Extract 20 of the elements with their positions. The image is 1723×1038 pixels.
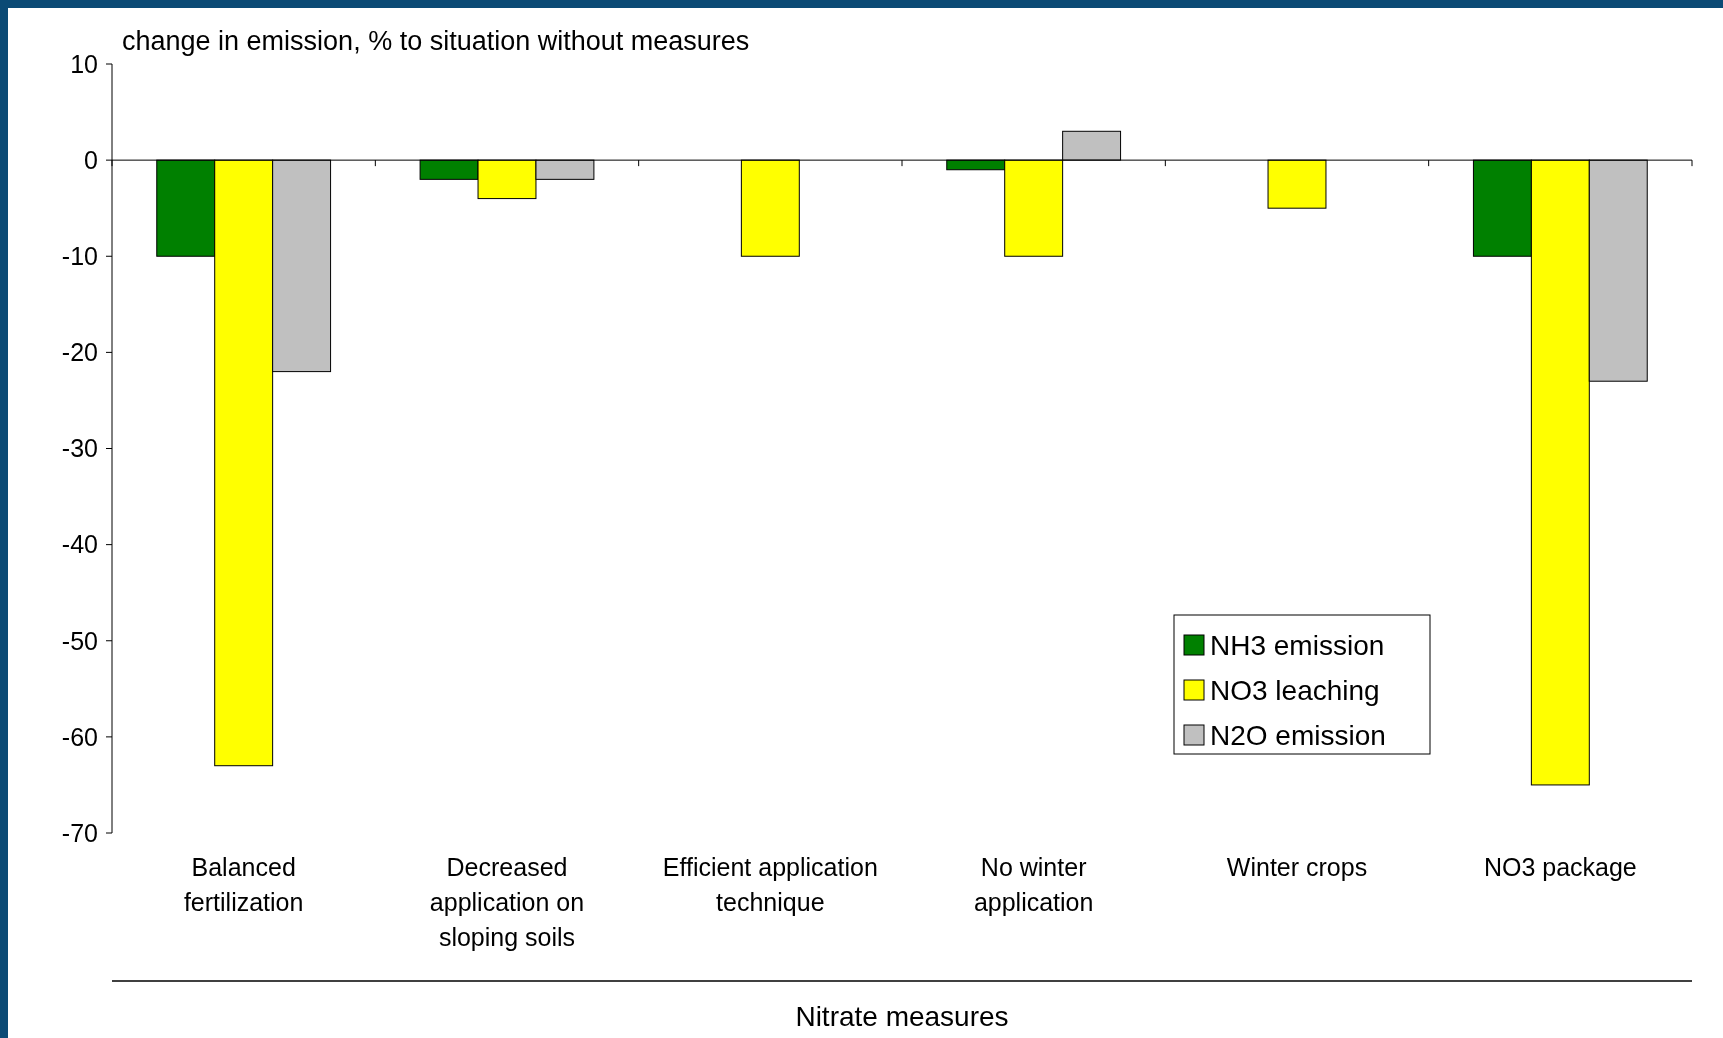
y-tick-label: 0 xyxy=(84,145,98,174)
y-tick-label: -50 xyxy=(61,626,98,655)
y-tick-label: -40 xyxy=(61,530,98,559)
y-tick-label: -60 xyxy=(61,722,98,751)
y-tick-label: -20 xyxy=(61,338,98,367)
legend-label: N2O emission xyxy=(1210,719,1386,751)
x-tick-label: NO3 package xyxy=(1483,853,1637,881)
y-tick-label: -30 xyxy=(61,434,98,463)
x-tick-label: Winter crops xyxy=(1226,853,1368,881)
x-tick-label: Efficient application technique xyxy=(662,853,878,916)
y-tick-label: -70 xyxy=(61,818,98,847)
legend-label: NO3 leaching xyxy=(1210,674,1380,706)
x-axis-title: Nitrate measures xyxy=(795,1001,1009,1032)
x-tick-label: Balanced fertilization xyxy=(183,853,304,916)
y-axis-title: change in emission, % to situation without measures xyxy=(122,26,750,56)
x-tick-label: No winter application xyxy=(973,853,1094,916)
legend-label: NH3 emission xyxy=(1210,629,1385,661)
x-tick-label: Decreased application on sloping soils xyxy=(429,853,585,951)
y-tick-label: -10 xyxy=(61,242,98,270)
y-tick-label: 10 xyxy=(70,49,98,78)
